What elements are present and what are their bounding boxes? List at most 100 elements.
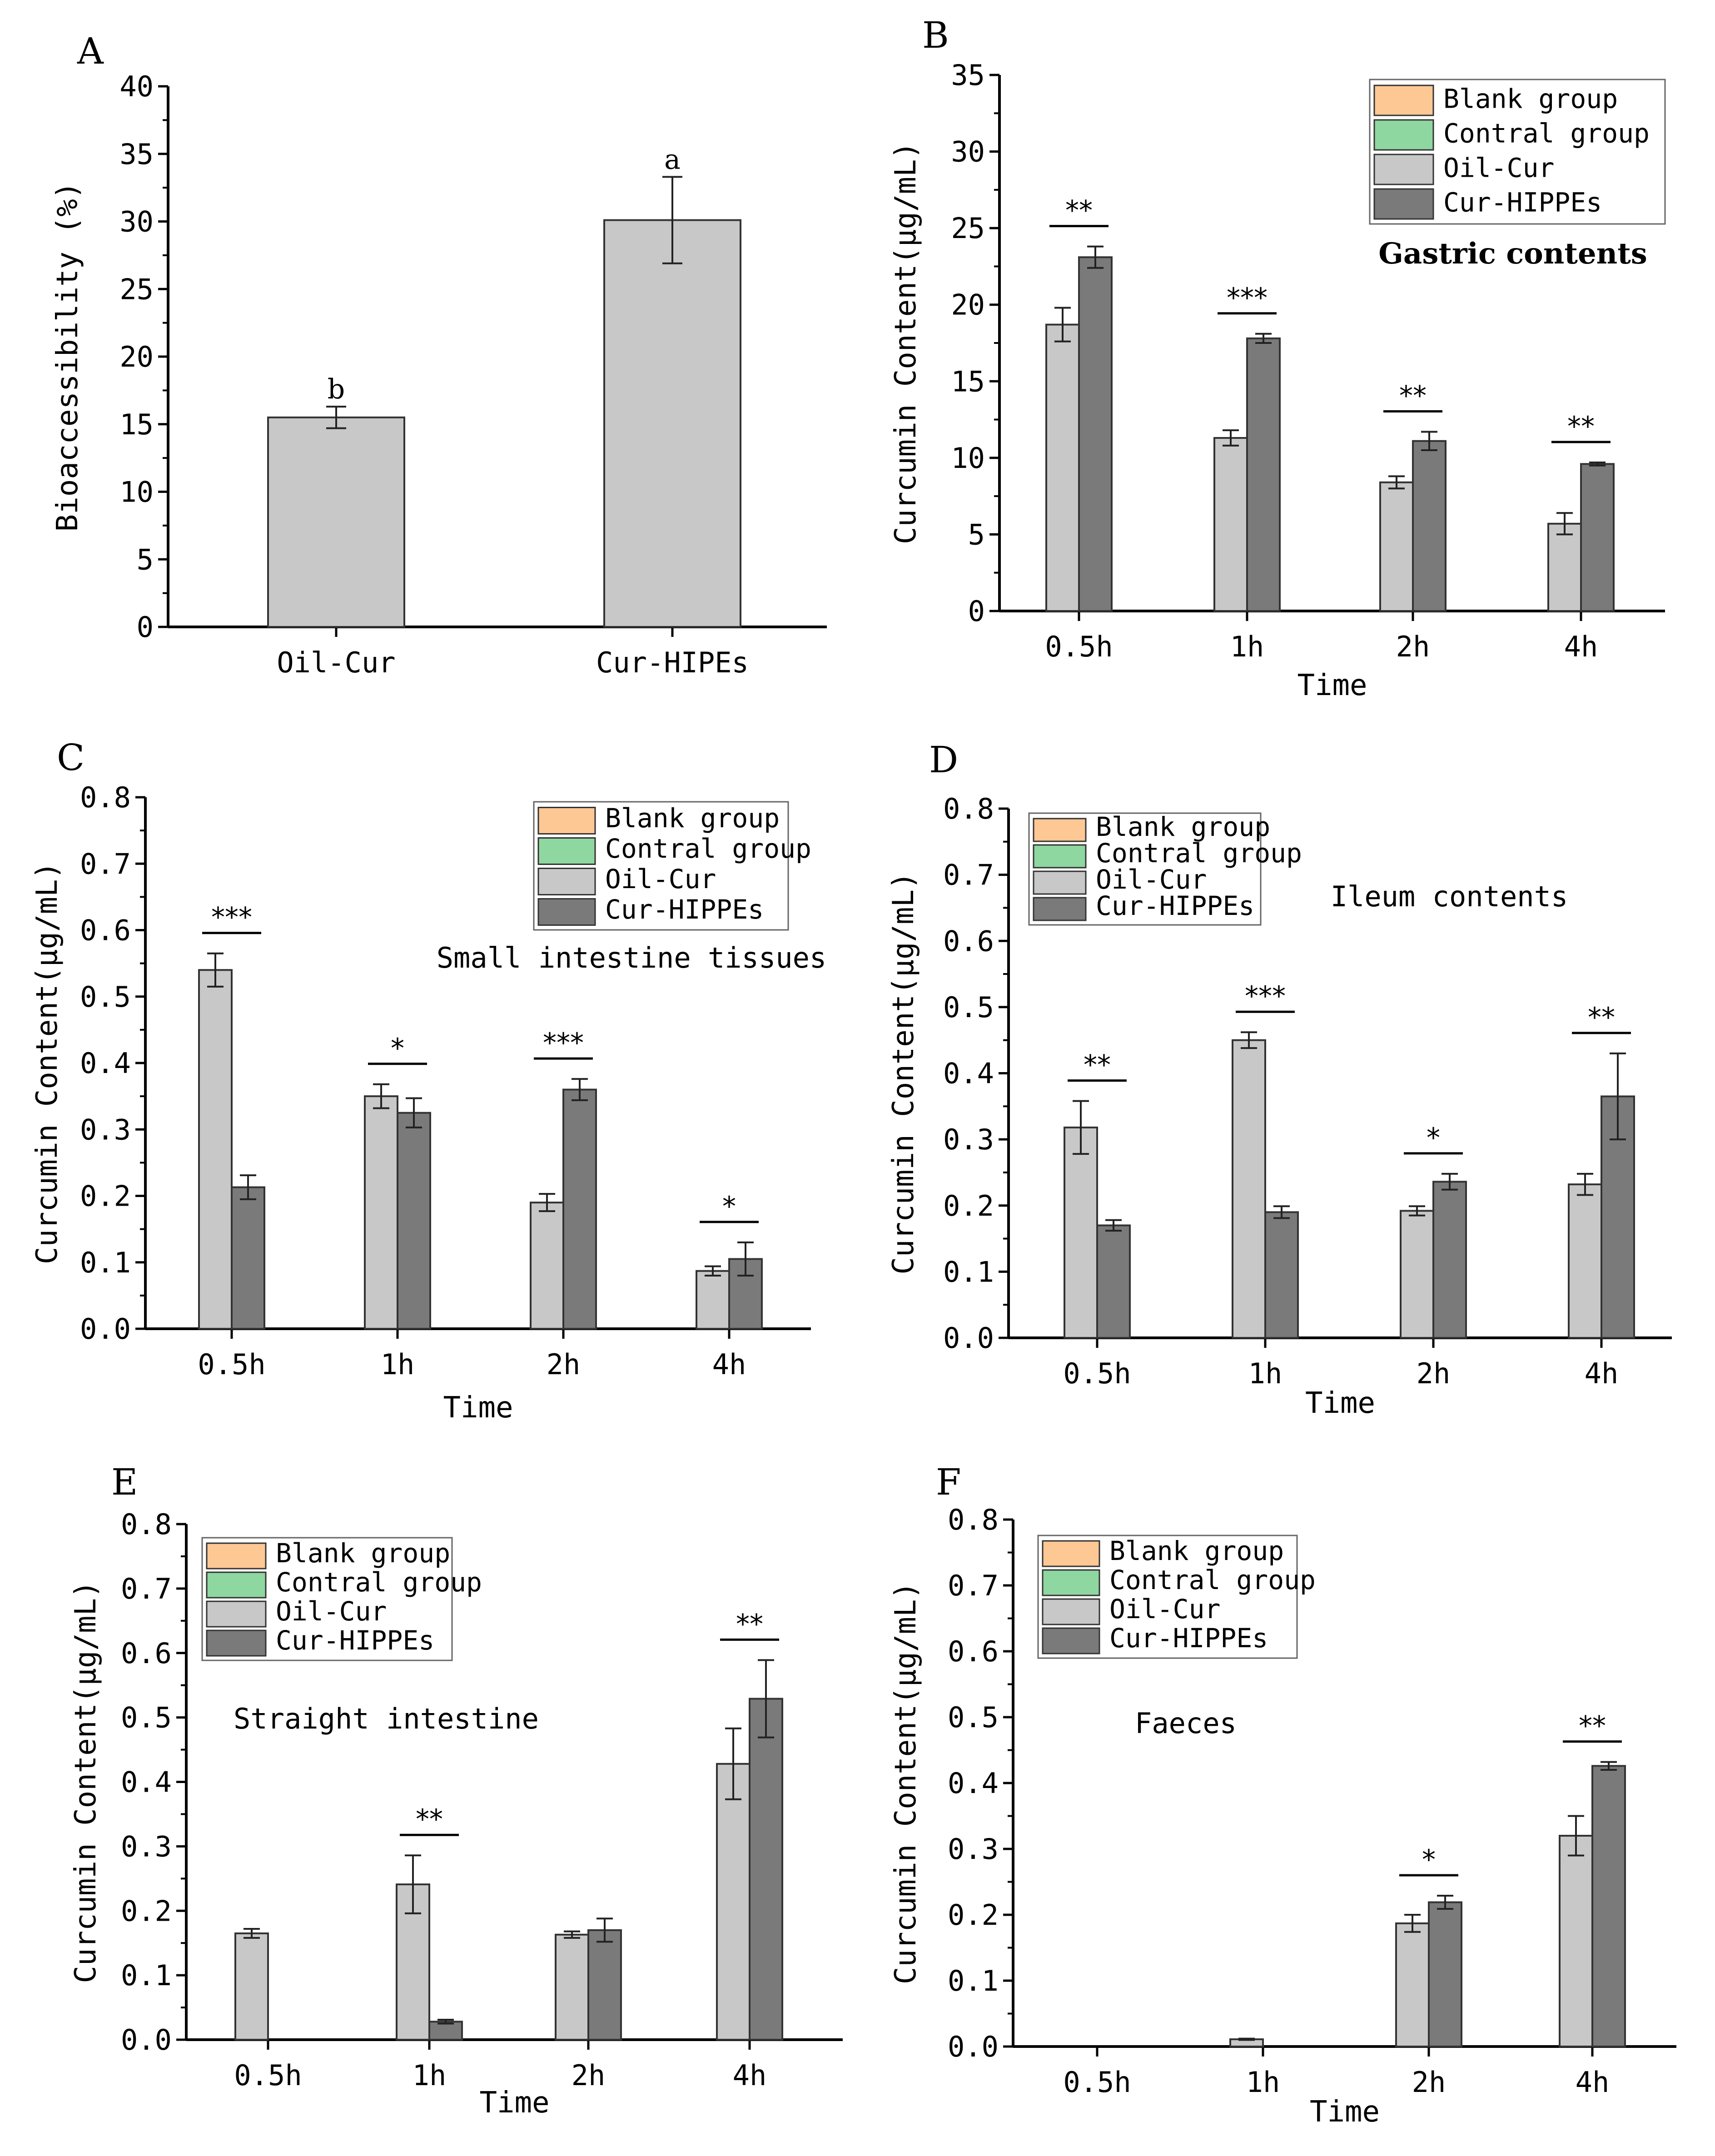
panel-d: D 0.0 0.1 0.2 0.3 0.4 0.5 0.6 0.7 0.8 Curcumin Con… [887, 739, 1672, 1420]
legend-swatch [206, 1571, 267, 1599]
legend-label: Oil-Cur [1109, 1594, 1220, 1624]
y-tick-label: 0.2 [943, 1189, 994, 1222]
x-tick-label: 0.5h [1045, 630, 1113, 663]
y-tick-label: 0.1 [121, 1959, 172, 1992]
bar [587, 1929, 622, 2041]
panel-e: E 0.0 0.1 0.2 0.3 0.4 0.5 0.6 0.7 0.8 Curcumin Con… [69, 1461, 843, 2120]
panel-c: C 0.0 0.1 0.2 0.3 0.4 0.5 0.6 0.7 0.8 Curcumin Con… [30, 736, 826, 1425]
legend-label: Contral group [1443, 118, 1650, 149]
legend-swatch [537, 898, 596, 926]
x-axis-label: Time [1297, 669, 1367, 702]
bar [1232, 1039, 1266, 1339]
panel-letter: C [57, 736, 85, 779]
y-tick-label: 40 [119, 70, 154, 103]
bar [555, 1933, 589, 2041]
legend-swatch [1033, 897, 1087, 921]
legend-label: Blank group [1443, 84, 1618, 114]
y-tick-label: 0.4 [121, 1766, 172, 1799]
y-tick-label: 0.6 [943, 924, 994, 958]
legend-label: Blank group [1109, 1535, 1284, 1566]
legend-label: Oil-Cur [1096, 864, 1207, 895]
legend-label: Contral group [1109, 1565, 1316, 1595]
x-tick-label: Oil-Cur [277, 646, 395, 679]
y-tick-label: 0.1 [943, 1255, 994, 1288]
legend-swatch [1373, 188, 1434, 220]
legend-swatch [1033, 870, 1087, 895]
legend-swatch [1042, 1540, 1100, 1567]
significance-marker: * [722, 1191, 736, 1222]
x-tick-label: 1h [381, 1348, 415, 1381]
significance-marker: ** [1579, 1710, 1606, 1742]
y-tick-label: 20 [951, 288, 985, 322]
legend-swatch [537, 868, 596, 895]
y-tick-label: 35 [119, 138, 154, 171]
legend-swatch [206, 1542, 267, 1570]
y-tick-label: 0.0 [80, 1312, 131, 1346]
bar [749, 1698, 783, 2041]
legend-label: Blank group [276, 1538, 450, 1569]
significance-marker: ** [1084, 1049, 1111, 1081]
x-tick-label: 4h [1585, 1357, 1619, 1390]
significance-marker: * [1427, 1122, 1440, 1154]
y-tick-label: 0.8 [948, 1503, 999, 1536]
x-tick-label: 1h [413, 2059, 447, 2092]
bar [231, 1186, 265, 1330]
bar [696, 1270, 730, 1330]
y-tick-label: 0.5 [80, 980, 131, 1013]
y-tick-label: 0.5 [121, 1701, 172, 1734]
significance-marker: ** [1399, 380, 1427, 412]
legend-label: Cur-HIPPEs [1109, 1623, 1268, 1654]
y-tick-label: 0.2 [80, 1180, 131, 1213]
y-tick-label: 15 [119, 408, 154, 441]
bar [1213, 437, 1248, 612]
bar [1078, 256, 1113, 612]
bar [428, 2021, 463, 2041]
y-tick-label: 0.5 [943, 991, 994, 1024]
y-tick-label: 0.1 [948, 1964, 999, 1997]
y-tick-label: 0 [968, 595, 985, 628]
y-tick-label: 0.4 [80, 1047, 131, 1080]
y-tick-label: 0.3 [80, 1113, 131, 1146]
x-tick-label: Cur-HIPEs [596, 646, 749, 679]
legend-swatch [206, 1629, 267, 1657]
legend-label: Blank group [1096, 811, 1270, 842]
panel-annotation: Small intestine tissues [437, 941, 827, 974]
x-axis-label: Time [1305, 1386, 1375, 1420]
bar [1428, 1901, 1462, 2048]
y-tick-label: 25 [951, 212, 985, 245]
y-axis-label: Curcumin Content(μg/mL) [887, 872, 920, 1274]
x-tick-label: 0.5h [1063, 2066, 1131, 2099]
significance-marker: * [391, 1033, 404, 1064]
legend-swatch [1033, 844, 1087, 869]
legend-label: Cur-HIPPEs [1443, 187, 1602, 218]
x-axis-label: Time [479, 2086, 549, 2120]
significance-marker: ** [416, 1803, 443, 1835]
y-tick-label: 0.6 [948, 1635, 999, 1668]
significance-marker: * [1422, 1844, 1436, 1876]
y-axis-label: Curcumin Content(μg/mL) [889, 1582, 923, 1984]
panel-f: F 0.0 0.1 0.2 0.3 0.4 0.5 0.6 0.7 0.8 Curcumin Con… [889, 1461, 1676, 2129]
y-tick-label: 0.2 [948, 1898, 999, 1932]
legend-label: Oil-Cur [276, 1596, 387, 1627]
legend-swatch [1373, 84, 1434, 116]
x-tick-label: 4h [1576, 2066, 1610, 2099]
bar [1045, 323, 1080, 612]
y-tick-label: 30 [119, 205, 154, 238]
legend-swatch [537, 837, 596, 865]
significance-marker: ** [1567, 411, 1595, 442]
bar [1412, 440, 1447, 612]
legend-swatch [1042, 1627, 1100, 1654]
bar [1568, 1183, 1602, 1339]
y-tick-label: 0.4 [943, 1057, 994, 1090]
y-tick-label: 30 [951, 135, 985, 169]
y-tick-label: 0.4 [948, 1767, 999, 1800]
y-tick-label: 0.6 [80, 914, 131, 947]
y-axis-label: Curcumin Content(μg/mL) [69, 1580, 103, 1983]
y-tick-label: 0.8 [943, 792, 994, 825]
y-tick-label: 0.7 [948, 1569, 999, 1602]
significance-marker: *** [543, 1027, 584, 1059]
legend-label: Cur-HIPPEs [605, 894, 764, 925]
x-axis-label: Time [443, 1391, 513, 1425]
